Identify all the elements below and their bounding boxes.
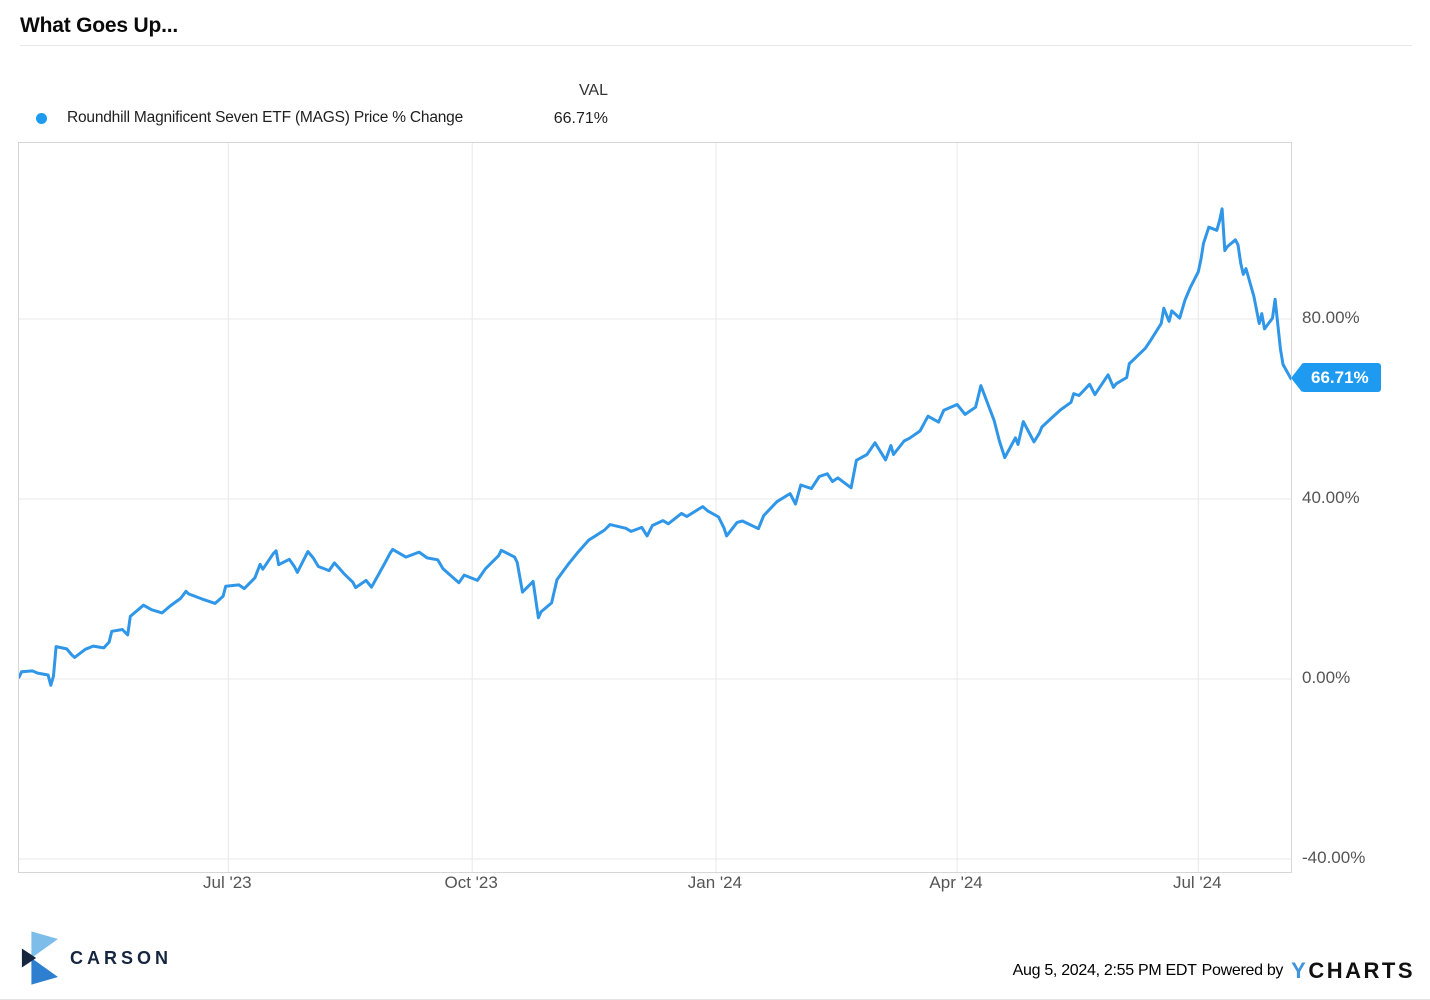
- legend-series-value: 66.71%: [553, 110, 608, 127]
- chart-plot-area[interactable]: [18, 142, 1292, 873]
- legend-row: Roundhill Magnificent Seven ETF (MAGS) P…: [36, 109, 463, 127]
- x-axis-tick-label: Oct '23: [444, 873, 498, 892]
- y-axis-tick-label: 40.00%: [1302, 488, 1360, 507]
- current-value-label: 66.71%: [1301, 363, 1381, 393]
- legend-series-label: Roundhill Magnificent Seven ETF (MAGS) P…: [67, 109, 464, 126]
- ycharts-charts: CHARTS: [1308, 958, 1415, 983]
- title-divider: [20, 45, 1412, 46]
- page-title: What Goes Up...: [20, 14, 179, 37]
- y-axis-tick-label: 80.00%: [1302, 308, 1360, 327]
- badge-arrow-icon: [1291, 363, 1302, 392]
- footer-attribution: Aug 5, 2024, 2:55 PM EDT Powered by YCHA…: [1013, 958, 1415, 984]
- y-axis-tick-label: -40.00%: [1302, 848, 1366, 867]
- x-axis-tick-label: Jan '24: [687, 873, 743, 892]
- chart-timestamp: Aug 5, 2024, 2:55 PM EDT: [1012, 962, 1197, 979]
- y-axis-tick-label: 0.00%: [1302, 668, 1351, 687]
- x-axis-tick-label: Jul '24: [1172, 873, 1222, 892]
- powered-by-label: Powered by: [1201, 962, 1284, 979]
- current-value-badge: 66.71%: [1291, 363, 1381, 393]
- price-line-chart: [19, 143, 1291, 872]
- horizontal-gridlines: [19, 318, 1291, 860]
- carson-wordmark: CARSON: [70, 947, 173, 968]
- series-dot-icon: [36, 112, 47, 124]
- x-axis-labels: Jul '23 Oct '23 Jan '24 Apr '24 Jul '24: [0, 873, 1430, 897]
- legend-val-header: VAL: [578, 82, 608, 99]
- ycharts-logo: YCHARTS: [1291, 958, 1415, 984]
- vertical-gridlines: [227, 143, 1199, 872]
- carson-logo: CARSON: [20, 930, 172, 986]
- x-axis-tick-label: Apr '24: [929, 873, 983, 892]
- price-line-series: [19, 207, 1291, 687]
- ycharts-y: Y: [1291, 958, 1309, 983]
- x-axis-tick-label: Jul '23: [203, 873, 252, 892]
- carson-logo-icon: [21, 931, 58, 985]
